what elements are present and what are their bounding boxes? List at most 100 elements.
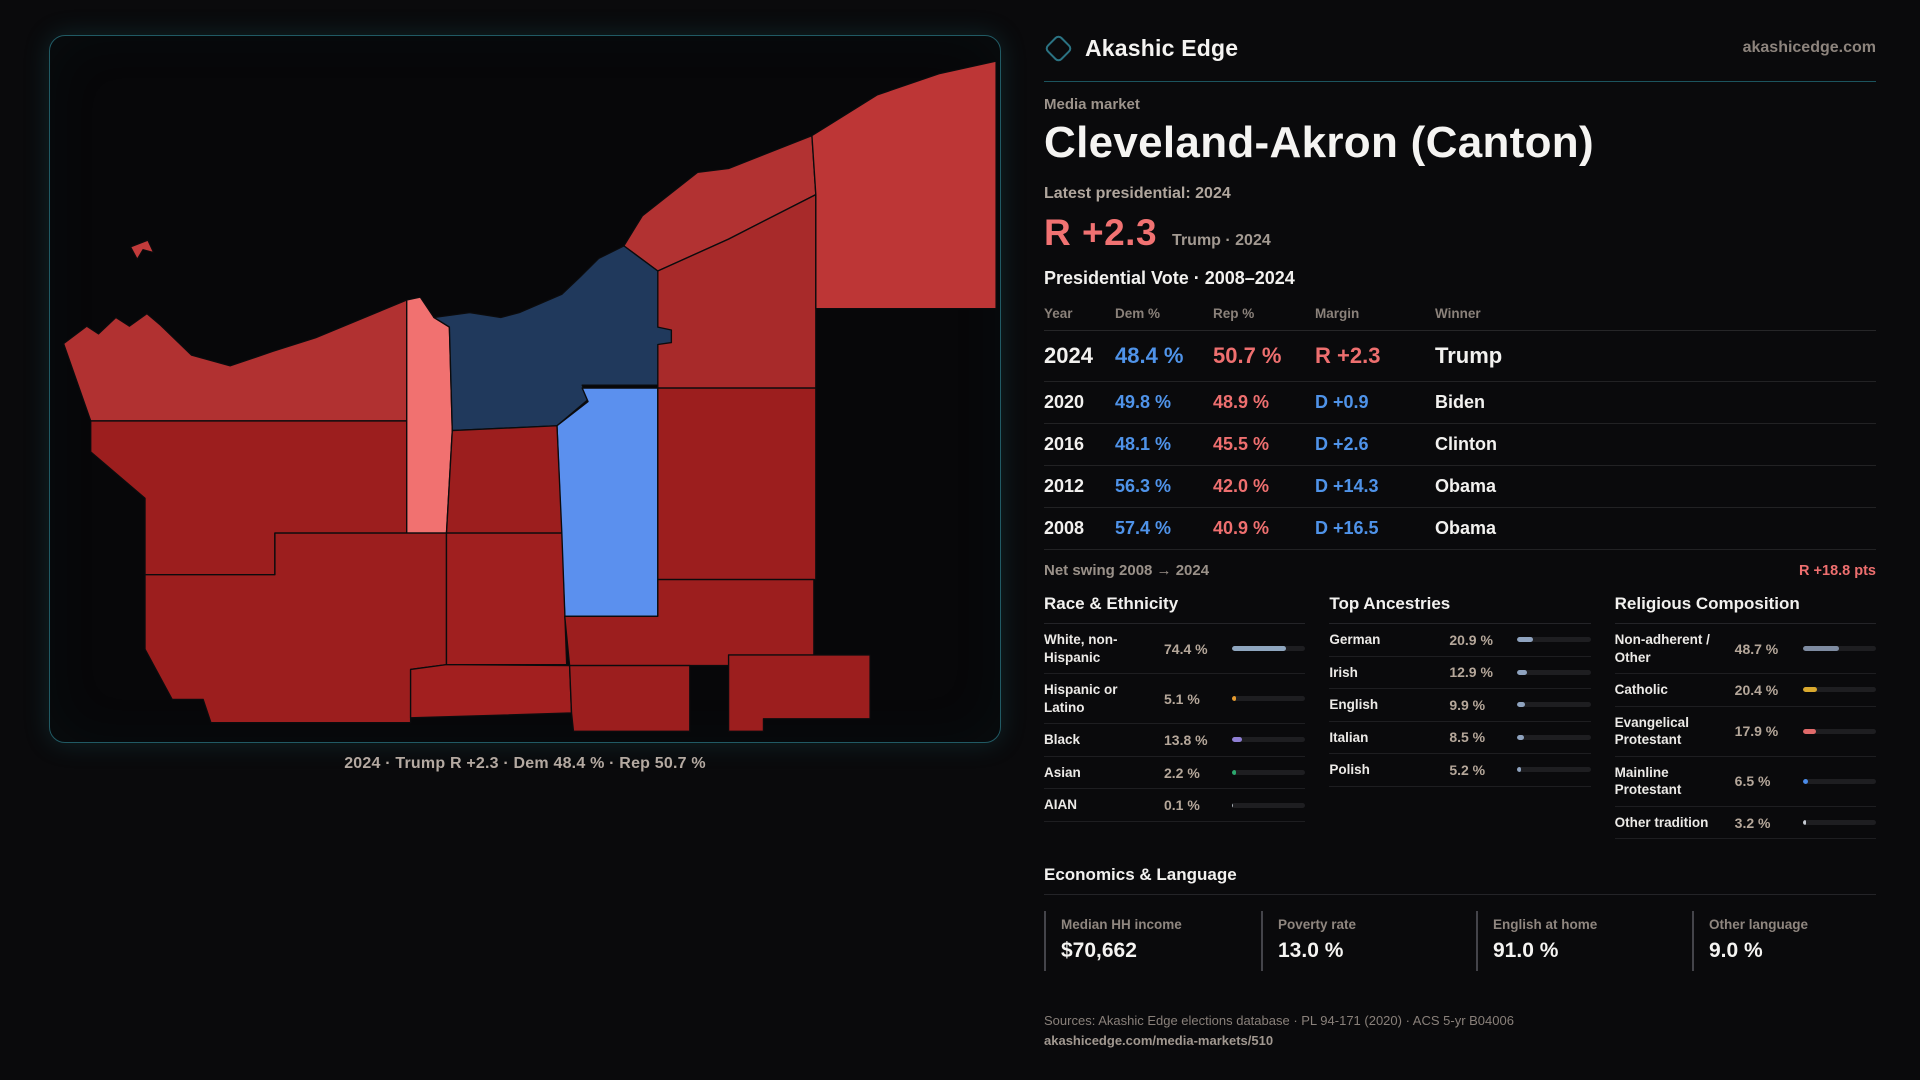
demo-section-divider (1329, 623, 1591, 624)
county-15-shape (568, 664, 691, 733)
econ-stat-value: 13.0 % (1278, 939, 1344, 963)
demo-section-1: Top Ancestries German 20.9 % Irish 12.9 % Eng… (1329, 594, 1591, 839)
demo-row: White, non-Hispanic 74.4 % (1044, 624, 1306, 675)
demo-bar-fill (1232, 802, 1233, 808)
demo-bar (1802, 728, 1876, 734)
headline-margin-value: R +2.3 (1044, 212, 1158, 253)
winner-cell: Obama (1435, 518, 1497, 538)
demo-bar-fill (1232, 646, 1287, 652)
demo-row: Non-adherent / Other 48.7 % (1614, 624, 1876, 675)
permalink[interactable]: akashicedge.com/media-markets/510 (1044, 1033, 1274, 1049)
net-swing-value: R +18.8 pts (1799, 562, 1876, 579)
demo-row: Polish 5.2 % (1329, 754, 1591, 787)
demo-row: German 20.9 % (1329, 624, 1591, 657)
econ-stat-label: Other language (1709, 917, 1809, 933)
header: Akashic Edge akashicedge.com (1043, 30, 1876, 66)
county-3-shape (406, 296, 453, 534)
demo-bar-fill (1517, 767, 1521, 773)
demo-row: AIAN 0.1 % (1044, 789, 1306, 822)
demo-bar (1517, 767, 1591, 773)
demo-bar (1232, 737, 1306, 743)
year-cell: 2016 (1044, 434, 1085, 454)
demo-row: Asian 2.2 % (1044, 757, 1306, 790)
econ-stat-value: $70,662 (1061, 939, 1137, 963)
demo-label: Evangelical Protestant (1614, 714, 1689, 748)
margin-cell: D +0.9 (1315, 392, 1369, 412)
demo-row: Other tradition 3.2 % (1614, 807, 1876, 840)
map-caption: 2024 · Trump R +2.3 · Dem 48.4 % · Rep 5… (344, 755, 706, 772)
county-8-shape (556, 387, 659, 617)
rep-cell: 45.5 % (1213, 434, 1270, 454)
demo-bar-fill (1802, 728, 1816, 734)
demo-bar (1802, 778, 1876, 784)
demo-row: Hispanic or Latino 5.1 % (1044, 674, 1306, 725)
vote-row-2020: 2020 49.8 % 48.9 % D +0.9 Biden (1044, 382, 1876, 424)
demo-label: Polish (1329, 762, 1370, 778)
demo-bar (1232, 646, 1306, 652)
demo-bar (1232, 802, 1306, 808)
econ-stat: English at home 91.0 % (1476, 911, 1692, 972)
demo-value: 5.2 % (1449, 761, 1486, 778)
economics-title: Economics & Language (1044, 865, 1237, 885)
demo-value: 13.8 % (1164, 731, 1208, 748)
demo-section-divider (1044, 623, 1306, 624)
year-cell: 2020 (1044, 392, 1085, 412)
vote-table-header: Year Dem % Rep % Margin Winner (1044, 299, 1876, 331)
demo-value: 2.2 % (1164, 764, 1200, 781)
county-17-shape (129, 239, 155, 261)
demo-bar-fill (1802, 687, 1818, 693)
demo-value: 0.1 % (1164, 797, 1200, 814)
county-9-shape (657, 387, 817, 581)
econ-stat-value: 91.0 % (1493, 939, 1559, 963)
county-10-shape (445, 425, 563, 534)
demo-value: 6.5 % (1734, 773, 1771, 790)
demo-value: 74.4 % (1164, 640, 1208, 657)
net-swing-label: Net swing 2008 → 2024 (1044, 562, 1210, 579)
brand-name: Akashic Edge (1085, 34, 1239, 61)
demo-bar-fill (1517, 702, 1525, 708)
column-header-4: Winner (1435, 306, 1481, 321)
demo-bar-fill (1517, 734, 1524, 740)
demo-bar (1517, 637, 1591, 643)
winner-cell: Biden (1435, 392, 1486, 412)
demo-label: Catholic (1614, 682, 1668, 698)
choropleth-map (62, 60, 997, 733)
latest-presidential-label: Latest presidential: 2024 (1044, 185, 1231, 202)
econ-stat: Poverty rate 13.0 % (1261, 911, 1476, 972)
demo-label: Black (1044, 732, 1081, 748)
vote-table-title: Presidential Vote · 2008–2024 (1044, 268, 1295, 288)
demo-value: 12.9 % (1449, 664, 1493, 681)
dem-cell: 49.8 % (1115, 392, 1172, 412)
demo-row: Italian 8.5 % (1329, 722, 1591, 755)
net-swing-row: Net swing 2008 → 2024 R +18.8 pts (1044, 562, 1876, 579)
county-6-shape (811, 60, 997, 310)
demo-label: English (1329, 697, 1379, 713)
econ-stat-value: 9.0 % (1709, 939, 1763, 963)
demo-row: Catholic 20.4 % (1614, 674, 1876, 707)
vote-row-2024: 2024 48.4 % 50.7 % R +2.3 Trump (1044, 331, 1876, 382)
vote-table-body: 2024 48.4 % 50.7 % R +2.3 Trump 2020 49.8 % 48.… (1044, 331, 1876, 550)
demo-bar-fill (1802, 778, 1808, 784)
demo-row: Irish 12.9 % (1329, 657, 1591, 690)
rep-cell: 50.7 % (1213, 343, 1282, 368)
demo-value: 48.7 % (1734, 640, 1779, 657)
year-cell: 2024 (1044, 343, 1093, 368)
rep-cell: 40.9 % (1213, 518, 1270, 538)
sources-line: Sources: Akashic Edge elections database… (1044, 1013, 1514, 1029)
footer: Sources: Akashic Edge elections database… (1044, 1013, 1876, 1048)
demo-label: AIAN (1044, 797, 1077, 813)
site-link[interactable]: akashicedge.com (1742, 39, 1876, 56)
winner-cell: Obama (1435, 476, 1497, 496)
margin-cell: R +2.3 (1315, 343, 1381, 368)
year-cell: 2012 (1044, 476, 1085, 496)
demo-label: Hispanic or Latino (1044, 682, 1118, 715)
rep-cell: 42.0 % (1213, 476, 1270, 496)
eyebrow-label: Media market (1044, 96, 1140, 113)
dem-cell: 48.1 % (1115, 434, 1172, 454)
county-1-shape (62, 299, 408, 422)
econ-stat: Median HH income $70,662 (1044, 911, 1261, 972)
demo-value: 20.4 % (1734, 681, 1779, 698)
demo-label: Mainline Protestant (1614, 764, 1682, 798)
demo-bar (1802, 646, 1876, 652)
